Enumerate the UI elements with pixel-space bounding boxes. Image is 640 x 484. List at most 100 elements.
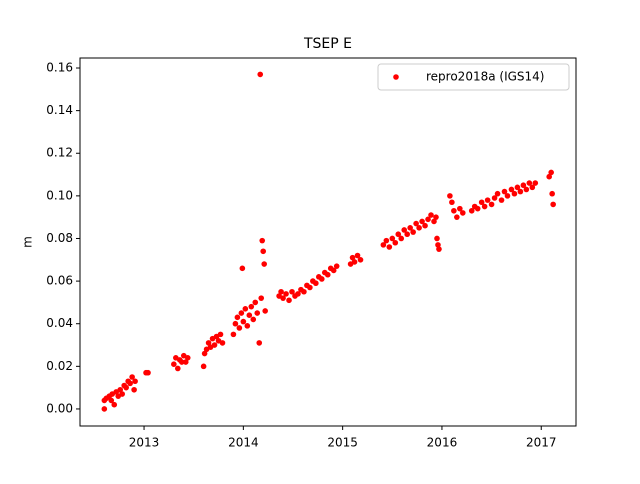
legend-box: [377, 63, 570, 91]
point: [313, 280, 319, 287]
point: [129, 374, 135, 380]
point: [349, 254, 356, 261]
point: [395, 231, 402, 238]
point: [261, 261, 268, 267]
point: [258, 295, 265, 301]
point: [434, 235, 440, 242]
point: [416, 225, 422, 231]
point: [256, 340, 263, 346]
point: [219, 340, 226, 346]
point: [436, 246, 442, 252]
point: [389, 235, 396, 242]
point: [240, 318, 247, 325]
point: [386, 244, 393, 250]
point: [529, 184, 536, 191]
point: [508, 186, 515, 193]
point: [354, 252, 361, 259]
point: [517, 188, 524, 195]
point: [330, 267, 337, 274]
point: [145, 369, 151, 376]
point: [428, 212, 434, 218]
point: [123, 384, 129, 391]
y-tick-label: 0.06: [46, 274, 73, 288]
point: [131, 386, 137, 393]
point: [474, 205, 481, 212]
point: [501, 188, 508, 195]
point: [454, 214, 460, 220]
point: [383, 237, 390, 244]
point: [286, 297, 292, 304]
point: [468, 207, 475, 214]
point: [246, 312, 253, 318]
point: [431, 218, 437, 225]
legend-marker: [393, 74, 399, 80]
point: [248, 303, 255, 310]
point: [488, 201, 495, 208]
point: [410, 229, 416, 235]
point: [401, 227, 408, 233]
point: [200, 363, 207, 370]
point: [242, 306, 249, 312]
point: [392, 239, 399, 246]
point: [491, 195, 498, 201]
point: [549, 190, 555, 197]
point: [211, 342, 218, 348]
point: [459, 210, 466, 216]
point: [447, 193, 453, 199]
point: [119, 391, 126, 397]
point: [514, 184, 521, 191]
point: [511, 190, 518, 197]
point: [295, 291, 301, 297]
y-tick-label: 0.08: [46, 231, 73, 245]
x-tick-label: 2014: [228, 436, 259, 450]
point: [184, 355, 191, 361]
y-tick-label: 0.10: [46, 188, 73, 202]
point: [357, 256, 364, 263]
x-tick-label: 2016: [427, 436, 458, 450]
point: [324, 271, 331, 278]
point: [457, 205, 463, 212]
point: [171, 361, 177, 368]
point: [234, 314, 241, 321]
point: [422, 222, 428, 229]
point: [532, 180, 539, 186]
point: [254, 310, 261, 316]
point: [419, 218, 425, 225]
y-axis-label: m: [21, 236, 35, 248]
y-tick-label: 0.14: [46, 103, 73, 117]
point: [526, 180, 533, 186]
point: [132, 378, 138, 385]
point: [250, 316, 257, 323]
point: [178, 359, 185, 365]
y-tick-label: 0.04: [46, 316, 73, 330]
point: [351, 259, 358, 265]
point: [217, 331, 224, 338]
point: [413, 220, 419, 227]
x-tick-label: 2013: [129, 436, 160, 450]
point: [546, 173, 552, 180]
point: [283, 291, 289, 297]
y-tick-label: 0.12: [46, 146, 73, 160]
point: [239, 265, 246, 272]
point: [289, 288, 295, 295]
point: [380, 242, 387, 248]
point: [252, 299, 259, 306]
chart-title: TSEP E: [303, 36, 352, 52]
point: [449, 199, 455, 206]
plot-frame: [79, 57, 577, 427]
point: [398, 235, 405, 242]
point: [494, 190, 501, 197]
point: [238, 310, 245, 316]
point: [232, 320, 239, 327]
point: [182, 359, 189, 365]
point: [127, 380, 133, 387]
point: [481, 203, 488, 210]
point: [478, 199, 485, 206]
point: [236, 325, 243, 331]
point: [111, 401, 118, 408]
point: [433, 214, 439, 220]
point: [108, 397, 115, 404]
point: [101, 406, 108, 412]
point: [451, 207, 457, 214]
